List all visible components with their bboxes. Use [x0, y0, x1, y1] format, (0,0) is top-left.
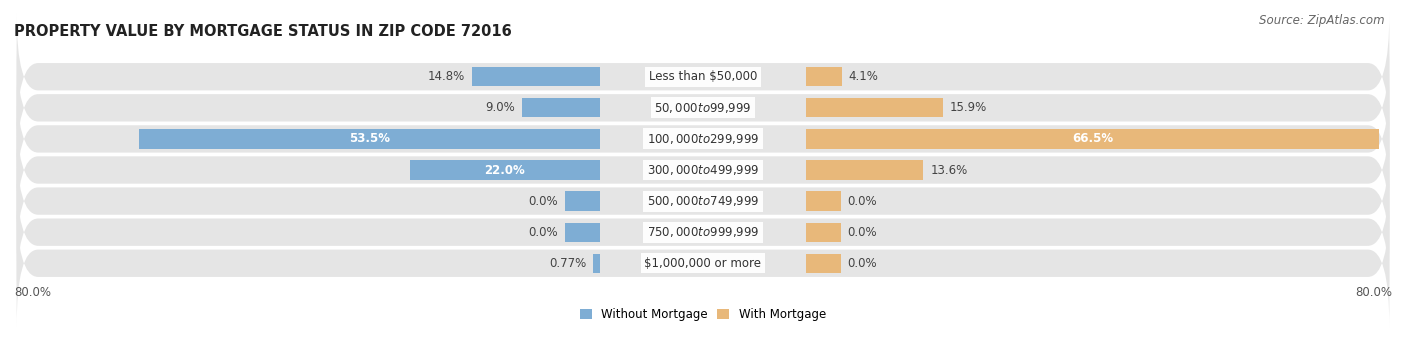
- Text: 53.5%: 53.5%: [349, 132, 389, 146]
- FancyBboxPatch shape: [17, 106, 1389, 234]
- Text: $100,000 to $299,999: $100,000 to $299,999: [647, 132, 759, 146]
- Bar: [522, 98, 599, 117]
- Bar: [593, 254, 599, 273]
- Text: $500,000 to $749,999: $500,000 to $749,999: [647, 194, 759, 208]
- Bar: [807, 254, 841, 273]
- Bar: [139, 129, 599, 149]
- Text: 13.6%: 13.6%: [931, 164, 967, 176]
- Text: 0.0%: 0.0%: [848, 226, 877, 239]
- FancyBboxPatch shape: [17, 199, 1389, 327]
- Text: 15.9%: 15.9%: [950, 101, 987, 114]
- Bar: [565, 191, 599, 211]
- Text: 0.0%: 0.0%: [848, 194, 877, 208]
- FancyBboxPatch shape: [17, 137, 1389, 265]
- Bar: [411, 160, 599, 180]
- Bar: [807, 191, 841, 211]
- Text: 0.0%: 0.0%: [848, 257, 877, 270]
- Bar: [807, 223, 841, 242]
- Text: $1,000,000 or more: $1,000,000 or more: [644, 257, 762, 270]
- Text: 0.0%: 0.0%: [529, 226, 558, 239]
- FancyBboxPatch shape: [17, 168, 1389, 296]
- Text: Source: ZipAtlas.com: Source: ZipAtlas.com: [1260, 14, 1385, 27]
- Bar: [565, 223, 599, 242]
- Text: PROPERTY VALUE BY MORTGAGE STATUS IN ZIP CODE 72016: PROPERTY VALUE BY MORTGAGE STATUS IN ZIP…: [14, 24, 512, 39]
- Text: $300,000 to $499,999: $300,000 to $499,999: [647, 163, 759, 177]
- Text: 0.0%: 0.0%: [529, 194, 558, 208]
- Text: $50,000 to $99,999: $50,000 to $99,999: [654, 101, 752, 115]
- Legend: Without Mortgage, With Mortgage: Without Mortgage, With Mortgage: [581, 308, 825, 321]
- Bar: [807, 129, 1379, 149]
- Text: Less than $50,000: Less than $50,000: [648, 70, 758, 83]
- Bar: [807, 160, 924, 180]
- FancyBboxPatch shape: [17, 13, 1389, 141]
- Text: 9.0%: 9.0%: [485, 101, 515, 114]
- Text: 14.8%: 14.8%: [427, 70, 465, 83]
- Bar: [807, 98, 943, 117]
- Text: $750,000 to $999,999: $750,000 to $999,999: [647, 225, 759, 239]
- Text: 80.0%: 80.0%: [1355, 286, 1392, 299]
- Text: 66.5%: 66.5%: [1073, 132, 1114, 146]
- Text: 0.77%: 0.77%: [548, 257, 586, 270]
- Text: 4.1%: 4.1%: [849, 70, 879, 83]
- Bar: [472, 67, 599, 86]
- FancyBboxPatch shape: [17, 44, 1389, 172]
- Text: 22.0%: 22.0%: [485, 164, 526, 176]
- Text: 80.0%: 80.0%: [14, 286, 51, 299]
- FancyBboxPatch shape: [17, 75, 1389, 203]
- Bar: [807, 67, 842, 86]
